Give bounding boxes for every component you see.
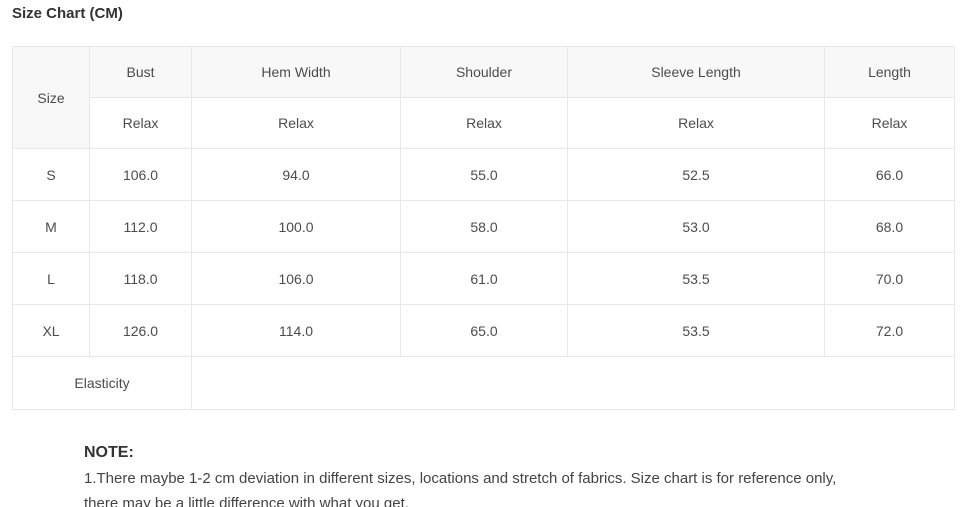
size-label: L bbox=[12, 252, 90, 305]
cell-shoulder: 61.0 bbox=[400, 252, 568, 305]
size-label: S bbox=[12, 148, 90, 201]
header-row-fit: Relax Relax Relax Relax Relax bbox=[13, 97, 955, 149]
header-sleeve-length: Sleeve Length bbox=[567, 46, 825, 98]
table-row-size-s: S 106.0 94.0 55.0 52.5 66.0 bbox=[12, 148, 955, 201]
cell-bust: 126.0 bbox=[89, 304, 192, 357]
table-row-size-m: M 112.0 100.0 58.0 53.0 68.0 bbox=[12, 200, 955, 253]
note-body: 1.There maybe 1-2 cm deviation in differ… bbox=[84, 470, 837, 507]
table-row-size-xl: XL 126.0 114.0 65.0 53.5 72.0 bbox=[12, 304, 955, 357]
cell-shoulder: 55.0 bbox=[400, 148, 568, 201]
subheader-bust-relax: Relax bbox=[89, 97, 192, 149]
subheader-sleeve-length-relax: Relax bbox=[567, 97, 825, 149]
header-size: Size bbox=[12, 46, 90, 149]
note-section: NOTE: 1.There maybe 1-2 cm deviation in … bbox=[84, 443, 979, 507]
note-heading: NOTE: bbox=[84, 444, 134, 461]
cell-hem-width: 100.0 bbox=[191, 200, 401, 253]
size-label: XL bbox=[12, 304, 90, 357]
cell-sleeve-length: 53.0 bbox=[567, 200, 825, 253]
cell-sleeve-length: 53.5 bbox=[567, 304, 825, 357]
cell-length: 68.0 bbox=[824, 200, 955, 253]
cell-sleeve-length: 53.5 bbox=[567, 252, 825, 305]
subheader-shoulder-relax: Relax bbox=[400, 97, 568, 149]
cell-shoulder: 65.0 bbox=[400, 304, 568, 357]
cell-bust: 118.0 bbox=[89, 252, 192, 305]
elasticity-value bbox=[191, 356, 955, 410]
cell-bust: 112.0 bbox=[89, 200, 192, 253]
size-chart-table: Size Bust Hem Width Shoulder Sleeve Leng… bbox=[12, 46, 955, 410]
header-row-measurements: Size Bust Hem Width Shoulder Sleeve Leng… bbox=[12, 46, 955, 149]
cell-hem-width: 114.0 bbox=[191, 304, 401, 357]
cell-hem-width: 94.0 bbox=[191, 148, 401, 201]
cell-sleeve-length: 52.5 bbox=[567, 148, 825, 201]
subheader-hem-width-relax: Relax bbox=[191, 97, 401, 149]
subheader-length-relax: Relax bbox=[824, 97, 955, 149]
cell-shoulder: 58.0 bbox=[400, 200, 568, 253]
cell-length: 66.0 bbox=[824, 148, 955, 201]
header-hem-width: Hem Width bbox=[191, 46, 401, 98]
cell-hem-width: 106.0 bbox=[191, 252, 401, 305]
table-row-elasticity: Elasticity bbox=[12, 356, 955, 410]
size-label: M bbox=[12, 200, 90, 253]
page-title: Size Chart (CM) bbox=[12, 5, 123, 22]
header-shoulder: Shoulder bbox=[400, 46, 568, 98]
cell-bust: 106.0 bbox=[89, 148, 192, 201]
cell-length: 72.0 bbox=[824, 304, 955, 357]
elasticity-label: Elasticity bbox=[12, 356, 192, 410]
header-length: Length bbox=[824, 46, 955, 98]
cell-length: 70.0 bbox=[824, 252, 955, 305]
table-row-size-l: L 118.0 106.0 61.0 53.5 70.0 bbox=[12, 252, 955, 305]
header-bust: Bust bbox=[89, 46, 192, 98]
